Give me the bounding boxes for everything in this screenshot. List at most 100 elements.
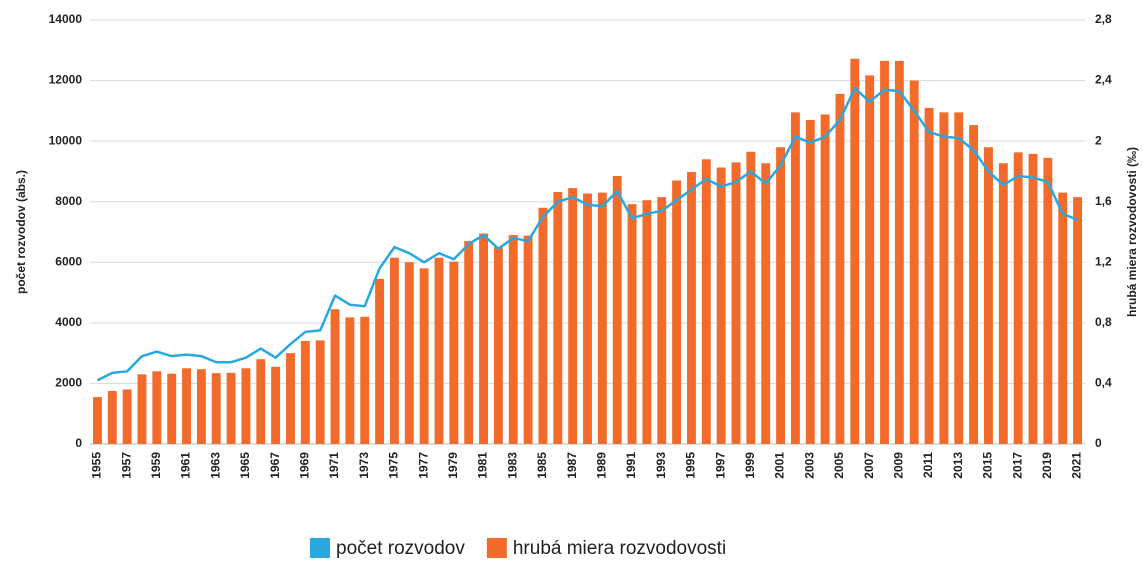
bar: [360, 316, 370, 444]
bar: [286, 353, 295, 444]
y-tick-label: 10000: [49, 133, 83, 147]
y-tick-label: 14000: [49, 12, 83, 26]
x-tick-label: 1981: [476, 452, 490, 479]
bar: [568, 188, 578, 444]
x-tick-label: 1959: [149, 452, 163, 479]
bar: [508, 235, 518, 444]
bar: [256, 359, 266, 444]
bar: [152, 371, 162, 444]
bar: [389, 257, 399, 444]
bar: [687, 172, 696, 444]
bar: [345, 317, 355, 444]
x-tick-label: 1969: [298, 452, 312, 479]
bar: [627, 204, 637, 444]
x-tick-label: 1963: [208, 452, 222, 479]
x-tick-label: 2019: [1040, 452, 1054, 479]
x-tick-label: 1985: [535, 452, 549, 479]
bar: [404, 262, 414, 444]
bar: [657, 197, 667, 444]
bar: [672, 180, 682, 444]
bar: [1013, 152, 1023, 444]
y2-tick-label: 1,2: [1095, 254, 1112, 268]
x-tick-label: 2005: [832, 452, 846, 479]
x-tick-label: 1979: [446, 452, 460, 479]
x-tick-label: 2001: [773, 452, 787, 479]
bar: [761, 163, 771, 444]
x-tick-label: 1965: [238, 452, 252, 479]
bar: [716, 167, 726, 444]
bar: [479, 233, 488, 444]
bar: [998, 163, 1008, 444]
x-tick-label: 1977: [416, 452, 430, 479]
bar: [731, 162, 741, 445]
y2-tick-label: 2: [1095, 133, 1102, 147]
bar: [880, 60, 889, 445]
bar: [954, 112, 964, 444]
x-tick-label: 1991: [624, 452, 638, 479]
bar: [939, 112, 949, 444]
bar: [924, 107, 934, 444]
x-tick-label: 1975: [387, 452, 401, 479]
x-tick-label: 1997: [713, 452, 727, 479]
x-tick-label: 1983: [505, 452, 519, 479]
bar: [226, 372, 236, 444]
bar: [122, 389, 132, 444]
x-tick-label: 2009: [892, 452, 906, 479]
bar: [583, 193, 592, 444]
x-tick-label: 2013: [951, 452, 965, 479]
bar: [776, 147, 786, 444]
y-tick-label: 2000: [55, 376, 82, 390]
bar: [1028, 153, 1038, 444]
bar: [701, 159, 711, 445]
y2-tick-label: 2,4: [1095, 73, 1112, 87]
x-tick-label: 1973: [357, 452, 371, 479]
bar: [523, 235, 533, 444]
bar: [805, 119, 815, 444]
bar: [909, 80, 919, 445]
y2-tick-label: 0: [1095, 436, 1102, 450]
x-tick-label: 1993: [654, 452, 668, 479]
bar: [375, 278, 385, 444]
x-tick-label: 1999: [743, 452, 757, 479]
bar: [315, 340, 325, 444]
x-tick-label: 1961: [179, 452, 193, 479]
x-tick-label: 2015: [981, 452, 995, 479]
legend-label: počet rozvodov: [336, 538, 465, 559]
bar: [820, 114, 830, 445]
y-tick-label: 8000: [55, 194, 82, 208]
bar: [330, 309, 340, 444]
bar: [419, 268, 429, 444]
y2-tick-label: 0,8: [1095, 315, 1112, 329]
y-tick-label: 0: [75, 436, 82, 450]
y-tick-label: 12000: [49, 73, 83, 87]
bar: [597, 192, 607, 444]
bar: [790, 112, 800, 444]
bar: [1073, 197, 1083, 444]
bar: [553, 192, 563, 444]
y2-tick-label: 1,6: [1095, 194, 1112, 208]
bar: [1058, 192, 1068, 444]
bar: [241, 368, 251, 444]
legend-swatch: [310, 538, 330, 558]
x-tick-label: 1955: [90, 452, 104, 479]
bar: [612, 175, 622, 444]
bar: [984, 147, 993, 444]
bar: [271, 366, 281, 444]
y-tick-label: 4000: [55, 315, 82, 329]
bar: [835, 93, 845, 444]
legend-swatch: [486, 538, 507, 558]
x-tick-label: 2003: [802, 452, 816, 479]
x-tick-label: 1995: [684, 452, 698, 479]
bar: [182, 368, 191, 444]
legend-label: hrubá miera rozvodovosti: [513, 538, 726, 559]
y2-tick-label: 0,4: [1095, 376, 1112, 390]
bar: [464, 241, 474, 444]
x-tick-label: 1987: [565, 452, 579, 479]
bar: [1043, 157, 1053, 445]
bar: [969, 125, 979, 444]
bar: [493, 247, 503, 444]
bar: [300, 341, 310, 444]
bar: [434, 257, 444, 444]
x-tick-label: 1989: [595, 452, 609, 479]
